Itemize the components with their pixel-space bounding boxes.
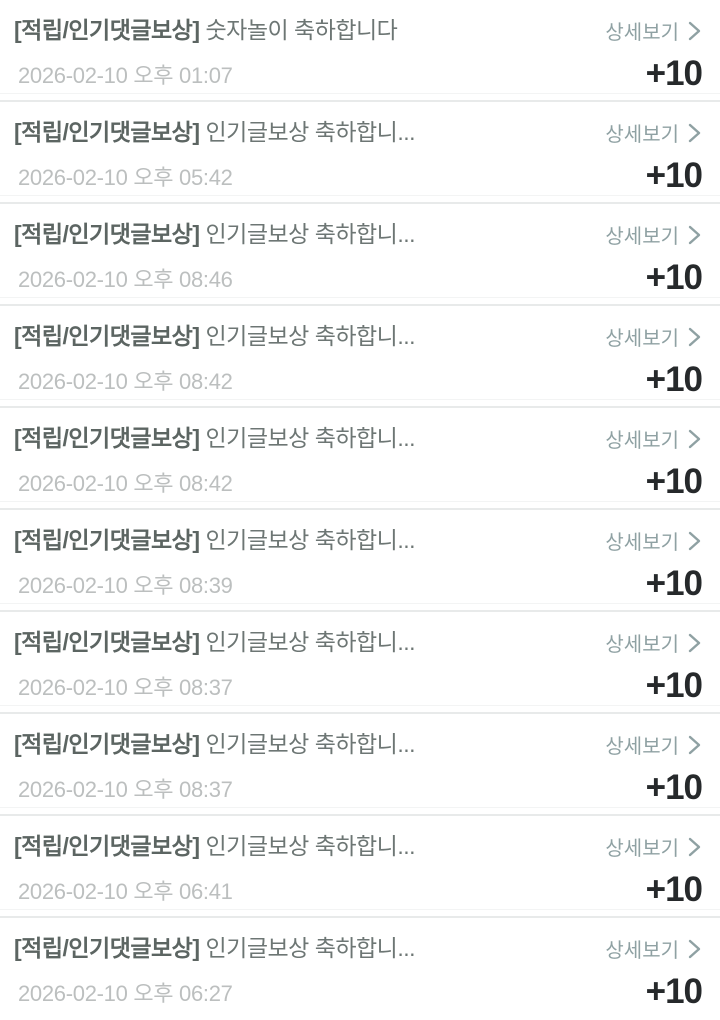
detail-link-label: 상세보기 [605,531,679,554]
item-amount: +10 [645,768,703,807]
item-title-text: 인기글보상 축하합니... [205,221,416,247]
chevron-right-icon [688,429,701,448]
chevron-right-icon [688,21,701,40]
item-title-text: 인기글보상 축하합니... [205,833,416,859]
item-category-label: [적립/인기댓글보상] [14,629,200,655]
item-category-label: [적립/인기댓글보상] [14,731,200,757]
chevron-right-icon [688,225,701,244]
detail-link[interactable]: 상세보기 [605,832,704,861]
detail-link[interactable]: 상세보기 [605,220,704,249]
reward-list-item[interactable]: [적립/인기댓글보상] 인기글보상 축하합니... 상세보기 2026-02-10… [0,612,720,714]
reward-list-item[interactable]: [적립/인기댓글보상] 숫자놀이 축하합니다 상세보기 2026-02-10 오후… [0,0,720,102]
chevron-right-icon [688,531,701,550]
item-amount: +10 [645,156,703,195]
detail-link-label: 상세보기 [605,735,679,758]
item-timestamp: 2026-02-10 오후 08:42 [18,369,233,394]
reward-list-item[interactable]: [적립/인기댓글보상] 인기글보상 축하합니... 상세보기 2026-02-10… [0,510,720,612]
item-title: [적립/인기댓글보상] 인기글보상 축하합니... [14,423,593,453]
item-amount: +10 [645,870,703,909]
item-amount: +10 [645,360,703,399]
chevron-right-icon [688,327,701,346]
detail-link[interactable]: 상세보기 [605,118,704,147]
item-category-label: [적립/인기댓글보상] [14,323,200,349]
item-category-label: [적립/인기댓글보상] [14,17,200,43]
item-amount: +10 [645,258,703,297]
detail-link[interactable]: 상세보기 [605,934,704,963]
item-title-text: 인기글보상 축하합니... [205,527,416,553]
item-title-text: 숫자놀이 축하합니다 [205,17,398,43]
reward-list-item[interactable]: [적립/인기댓글보상] 인기글보상 축하합니... 상세보기 2026-02-10… [0,714,720,816]
detail-link-label: 상세보기 [605,633,679,656]
item-category-label: [적립/인기댓글보상] [14,527,200,553]
reward-list-item[interactable]: [적립/인기댓글보상] 인기글보상 축하합니... 상세보기 2026-02-10… [0,102,720,204]
chevron-right-icon [688,837,701,856]
item-title: [적립/인기댓글보상] 인기글보상 축하합니... [14,321,593,351]
detail-link-label: 상세보기 [605,837,679,860]
item-timestamp: 2026-02-10 오후 05:42 [18,165,233,190]
reward-list-item[interactable]: [적립/인기댓글보상] 인기글보상 축하합니... 상세보기 2026-02-10… [0,408,720,510]
detail-link[interactable]: 상세보기 [605,322,704,351]
detail-link[interactable]: 상세보기 [605,16,704,45]
item-timestamp: 2026-02-10 오후 06:41 [18,879,233,904]
item-amount: +10 [645,462,703,501]
reward-list-item[interactable]: [적립/인기댓글보상] 인기글보상 축하합니... 상세보기 2026-02-10… [0,204,720,306]
detail-link[interactable]: 상세보기 [605,628,704,657]
item-title-text: 인기글보상 축하합니... [205,629,416,655]
chevron-right-icon [688,123,701,142]
item-category-label: [적립/인기댓글보상] [14,833,200,859]
detail-link-label: 상세보기 [605,327,679,350]
item-timestamp: 2026-02-10 오후 08:39 [18,573,233,598]
reward-list-item[interactable]: [적립/인기댓글보상] 인기글보상 축하합니... 상세보기 2026-02-10… [0,918,720,1020]
chevron-right-icon [688,939,701,958]
detail-link-label: 상세보기 [605,225,679,248]
detail-link[interactable]: 상세보기 [605,526,704,555]
item-amount: +10 [645,972,703,1011]
item-title-text: 인기글보상 축하합니... [205,323,416,349]
item-title: [적립/인기댓글보상] 인기글보상 축하합니... [14,933,593,963]
item-title: [적립/인기댓글보상] 인기글보상 축하합니... [14,831,593,861]
item-title-text: 인기글보상 축하합니... [205,935,416,961]
detail-link[interactable]: 상세보기 [605,730,704,759]
item-timestamp: 2026-02-10 오후 08:37 [18,675,233,700]
item-title: [적립/인기댓글보상] 인기글보상 축하합니... [14,117,593,147]
item-amount: +10 [645,564,703,603]
item-title-text: 인기글보상 축하합니... [205,731,416,757]
item-title: [적립/인기댓글보상] 인기글보상 축하합니... [14,525,593,555]
item-title: [적립/인기댓글보상] 인기글보상 축하합니... [14,729,593,759]
item-timestamp: 2026-02-10 오후 08:42 [18,471,233,496]
detail-link-label: 상세보기 [605,21,679,44]
item-category-label: [적립/인기댓글보상] [14,935,200,961]
item-timestamp: 2026-02-10 오후 08:37 [18,777,233,802]
detail-link-label: 상세보기 [605,429,679,452]
item-timestamp: 2026-02-10 오후 06:27 [18,981,233,1006]
item-title-text: 인기글보상 축하합니... [205,119,416,145]
item-timestamp: 2026-02-10 오후 01:07 [18,63,233,88]
item-title: [적립/인기댓글보상] 인기글보상 축하합니... [14,627,593,657]
detail-link[interactable]: 상세보기 [605,424,704,453]
detail-link-label: 상세보기 [605,123,679,146]
detail-link-label: 상세보기 [605,939,679,962]
item-timestamp: 2026-02-10 오후 08:46 [18,267,233,292]
item-category-label: [적립/인기댓글보상] [14,425,200,451]
reward-list-item[interactable]: [적립/인기댓글보상] 인기글보상 축하합니... 상세보기 2026-02-10… [0,306,720,408]
chevron-right-icon [688,633,701,652]
item-title: [적립/인기댓글보상] 숫자놀이 축하합니다 [14,15,593,45]
reward-list-item[interactable]: [적립/인기댓글보상] 인기글보상 축하합니... 상세보기 2026-02-10… [0,816,720,918]
item-title: [적립/인기댓글보상] 인기글보상 축하합니... [14,219,593,249]
item-title-text: 인기글보상 축하합니... [205,425,416,451]
item-category-label: [적립/인기댓글보상] [14,119,200,145]
item-amount: +10 [645,54,703,93]
item-category-label: [적립/인기댓글보상] [14,221,200,247]
chevron-right-icon [688,735,701,754]
item-amount: +10 [645,666,703,705]
